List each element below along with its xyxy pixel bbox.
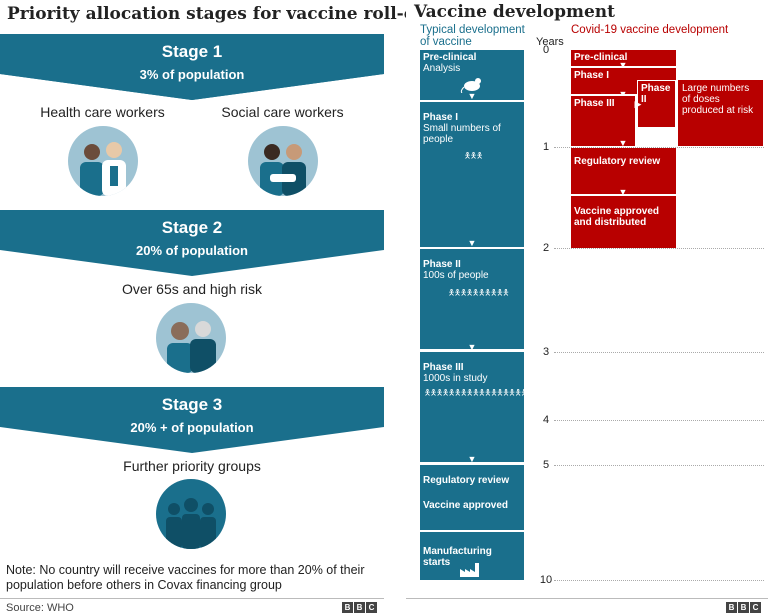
people-icon-hundreds: 🯅🯅🯅🯅🯅🯅🯅🯅🯅🯅 xyxy=(448,288,509,297)
social-care-workers-icon xyxy=(248,126,318,196)
health-care-workers-icon xyxy=(68,126,138,196)
arrow-down-icon: ▼ xyxy=(467,454,477,464)
stage-1-chevron xyxy=(0,74,384,100)
right-footer-divider xyxy=(406,598,768,599)
typical-preclinical: Pre-clinical Analysis xyxy=(420,50,524,100)
grid-line-2 xyxy=(554,248,764,249)
tick-2: 2 xyxy=(542,242,550,254)
grid-line-10 xyxy=(554,580,764,581)
typical-regulatory: Regulatory review Vaccine approved xyxy=(420,465,524,530)
stage-3-pct: 20% + of population xyxy=(130,420,254,435)
stage-1-name: Stage 1 xyxy=(161,42,223,61)
arrow-down-icon: ▼ xyxy=(467,342,477,352)
arrow-right-icon: ▶ xyxy=(634,99,642,109)
stage-1-group-social: Social care workers xyxy=(221,104,344,120)
covid-preclinical: Pre-clinical xyxy=(571,50,676,66)
covid-phase-3: Phase III xyxy=(571,96,635,146)
years-label: Years xyxy=(536,36,564,48)
stage-2-chevron xyxy=(0,250,384,276)
arrow-down-icon: ▼ xyxy=(467,238,477,248)
arrow-down-icon: ▼ xyxy=(618,89,628,99)
tick-5: 5 xyxy=(542,459,550,471)
covid-header: Covid-19 vaccine development xyxy=(571,24,729,36)
covid-phase-2: Phase II xyxy=(637,80,676,128)
covid-at-risk-note: Large numbers of doses produced at risk xyxy=(678,80,763,146)
covid-approved: Vaccine approved and distributed xyxy=(571,196,676,248)
stage-1-banner: Stage 1 xyxy=(0,34,384,74)
right-title: Vaccine development xyxy=(414,2,615,22)
over-65s-icon xyxy=(156,303,226,373)
people-icon-thousands: 🯅🯅🯅🯅🯅🯅🯅🯅🯅🯅🯅🯅🯅🯅🯅🯅🯅🯅🯅🯅🯅🯅🯅🯅🯅🯅🯅🯅🯅🯅🯅🯅🯅🯅🯅🯅🯅🯅🯅🯅… xyxy=(424,388,768,397)
stage-2-banner: Stage 2 xyxy=(0,210,384,250)
tick-10: 10 xyxy=(539,574,553,586)
grid-line-3 xyxy=(554,352,764,353)
arrow-down-icon: ▼ xyxy=(618,187,628,197)
stage-2-name: Stage 2 xyxy=(161,218,223,237)
tick-0: 0 xyxy=(542,44,550,56)
tick-1: 1 xyxy=(542,141,550,153)
further-priority-groups-icon xyxy=(156,479,226,549)
stage-2-group: Over 65s and high risk xyxy=(121,281,263,297)
tick-3: 3 xyxy=(542,346,550,358)
stage-3-chevron xyxy=(0,427,384,453)
arrow-down-icon: ▼ xyxy=(467,91,477,101)
typical-phase-2: Phase II 100s of people xyxy=(420,249,524,349)
stage-2-pct: 20% of population xyxy=(136,243,248,258)
stage-3-banner: Stage 3 xyxy=(0,387,384,427)
stage-1-group-health: Health care workers xyxy=(40,104,165,120)
factory-icon xyxy=(460,563,479,577)
left-footer-divider xyxy=(0,598,384,599)
typical-phase-3: Phase III 1000s in study xyxy=(420,352,524,462)
arrow-down-icon: ▼ xyxy=(618,60,628,70)
left-source: Source: WHO xyxy=(6,602,74,614)
grid-line-5 xyxy=(554,465,764,466)
priority-allocation-panel: Priority allocation stages for vaccine r… xyxy=(0,4,436,614)
grid-line-4 xyxy=(554,420,764,421)
stage-1-pct: 3% of population xyxy=(139,67,245,82)
typical-header: Typical development of vaccine xyxy=(420,24,525,48)
grid-line-1 xyxy=(554,147,764,148)
mouse-icon xyxy=(460,78,481,93)
typical-manufacturing: Manufacturing starts xyxy=(420,532,524,580)
vaccine-development-panel: Vaccine development Typical development … xyxy=(406,0,768,616)
typical-phase-1: Phase I Small numbers of people xyxy=(420,102,524,247)
covid-regulatory: Regulatory review xyxy=(571,148,676,194)
stage-3-name: Stage 3 xyxy=(161,395,223,414)
stage-3-group: Further priority groups xyxy=(123,458,261,474)
arrow-down-icon: ▼ xyxy=(618,138,628,148)
tick-4: 4 xyxy=(542,414,550,426)
left-title: Priority allocation stages for vaccine r… xyxy=(7,4,436,24)
people-icon-few: 🯅🯅🯅 xyxy=(464,151,483,160)
covax-note: Note: No country will receive vaccines f… xyxy=(6,563,365,592)
